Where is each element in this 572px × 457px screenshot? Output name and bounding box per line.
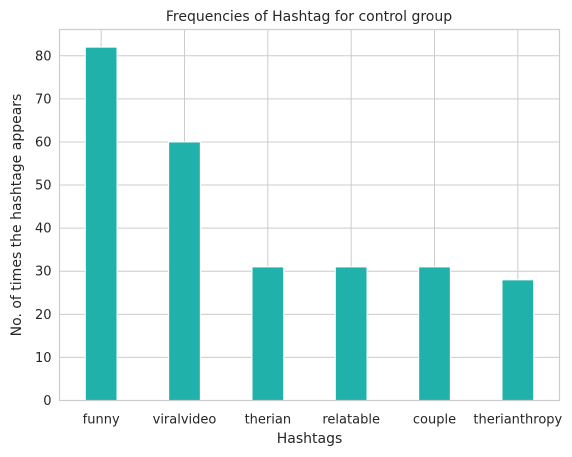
y-tick-label: 20 bbox=[35, 308, 52, 323]
x-tick-label: viralvideo bbox=[153, 413, 217, 428]
y-tick-label: 50 bbox=[35, 179, 52, 194]
y-tick-label: 60 bbox=[35, 135, 52, 150]
y-tick-label: 80 bbox=[35, 49, 52, 64]
y-tick-label: 40 bbox=[35, 222, 52, 237]
bar-therianthropy bbox=[501, 279, 535, 401]
bar-funny bbox=[84, 46, 118, 402]
x-tick-label: funny bbox=[83, 413, 120, 428]
x-tick-label: therian bbox=[245, 413, 292, 428]
bar-viralvideo bbox=[168, 141, 201, 401]
x-tick-label: couple bbox=[413, 413, 456, 428]
plot-frame bbox=[58, 28, 561, 402]
x-tick-label: relatable bbox=[322, 413, 380, 428]
bar-relatable bbox=[334, 266, 368, 401]
y-tick-label: 10 bbox=[35, 351, 52, 366]
x-axis-label: Hashtags bbox=[277, 431, 343, 447]
y-axis-label: No. of times the hashtage appears bbox=[9, 94, 25, 337]
chart-title: Frequencies of Hashtag for control group bbox=[166, 9, 452, 25]
y-tick-label: 30 bbox=[35, 265, 52, 280]
bar-couple bbox=[418, 266, 451, 401]
y-tick-label: 70 bbox=[35, 92, 52, 107]
x-tick-label: therianthropy bbox=[473, 413, 562, 428]
bar-therian bbox=[251, 266, 285, 401]
y-tick-label: 0 bbox=[43, 394, 51, 409]
